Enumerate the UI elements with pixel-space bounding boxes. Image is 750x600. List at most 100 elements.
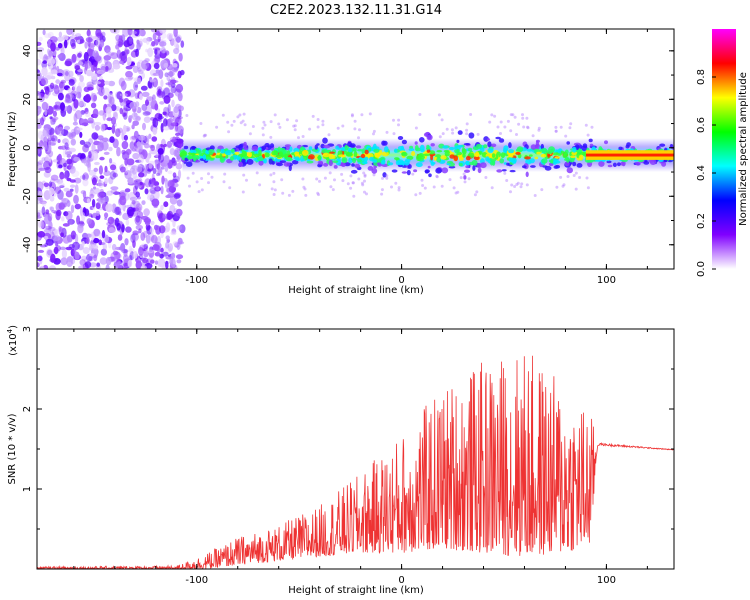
heatmap-signal-cell [241,158,246,163]
heatmap-signal-cell [426,134,433,141]
heatmap-noise-cell [116,261,123,269]
heatmap-noise-cell [50,82,55,90]
heatmap-signal-cell [276,162,283,167]
heatmap-noise-cell [96,69,105,75]
heatmap-faint-cell [585,176,589,180]
heatmap-signal-cell [433,156,438,161]
heatmap-signal-cell [323,163,329,167]
heatmap-signal-cell [394,148,398,153]
heatmap-noise-cell [138,246,144,256]
heatmap-faint-cell [316,118,320,121]
heatmap-noise-cell [90,64,95,72]
heatmap-signal-cell [604,140,608,145]
heatmap-signal-cell [426,149,431,153]
heatmap-noise-cell [125,226,132,233]
heatmap-noise-cell [73,99,79,109]
heatmap-signal-cell [400,160,405,164]
heatmap-signal-cell [579,151,587,156]
heatmap-faint-cell [559,175,563,179]
heatmap-signal-cell [566,141,570,145]
heatmap-noise-cell [175,254,184,260]
heatmap-faint-cell [241,190,245,194]
heatmap-noise-cell [142,111,151,116]
heatmap-noise-cell [106,126,113,131]
y-tick-label: 0 [22,145,33,151]
heatmap-noise-cell [45,238,54,246]
heatmap-noise-cell [66,256,74,263]
heatmap-noise-cell [127,259,133,268]
heatmap-noise-cell [95,38,101,48]
heatmap-noise-cell [164,72,169,78]
heatmap-signal-cell [501,169,507,172]
heatmap-noise-cell [149,227,155,234]
heatmap-noise-cell [85,69,94,77]
heatmap-noise-cell [107,67,115,73]
heatmap-faint-cell [329,185,333,189]
heatmap-noise-cell [83,51,89,62]
heatmap-faint-cell [463,180,467,184]
heatmap-noise-cell [55,46,60,51]
heatmap-signal-cell [444,150,451,157]
heatmap-signal-cell [401,139,407,145]
heatmap-noise-cell [153,181,160,187]
heatmap-signal-cell [377,162,381,166]
heatmap-noise-cell [121,224,125,233]
heatmap-noise-cell [138,154,144,164]
heatmap-faint-cell [392,118,395,122]
heatmap-noise-cell [41,66,48,77]
heatmap-noise-cell [145,48,149,53]
heatmap-faint-cell [445,127,449,131]
heatmap-faint-cell [362,171,366,175]
heatmap-noise-cell [154,190,160,201]
heatmap-noise-cell [157,148,164,155]
heatmap-noise-cell [162,213,168,219]
heatmap-signal-cell [643,161,650,165]
heatmap-faint-cell [226,120,230,124]
heatmap-signal-cell [571,151,578,156]
heatmap-signal-cell [586,159,594,163]
heatmap-faint-cell [562,183,566,187]
heatmap-signal-cell [578,154,584,161]
heatmap-noise-cell [119,60,124,65]
heatmap-signal-cell [302,149,309,156]
heatmap-faint-cell [511,113,515,117]
heatmap-signal-cell [589,143,594,147]
heatmap-faint-cell [385,176,389,180]
heatmap-noise-cell [114,190,118,196]
heatmap-signal-cell [635,161,641,166]
heatmap-faint-cell [230,123,234,127]
heatmap-noise-cell [76,57,81,61]
heatmap-noise-cell [124,262,128,267]
heatmap-faint-cell [316,125,320,129]
heatmap-noise-cell [124,188,131,193]
heatmap-noise-cell [152,94,156,102]
colorbar-label: Normalized spectral amplitude [738,72,749,226]
heatmap-noise-cell [99,39,105,48]
heatmap-noise-cell [37,198,40,205]
heatmap-noise-cell [170,80,179,83]
heatmap-noise-cell [175,138,184,149]
heatmap-noise-cell [165,194,172,199]
heatmap-signal-cell [186,156,194,159]
heatmap-noise-cell [135,215,141,223]
heatmap-signal-cell [352,148,357,152]
heatmap-faint-cell [301,135,305,138]
heatmap-faint-cell [397,118,401,122]
heatmap-noise-cell [162,126,170,131]
heatmap-signal-cell [528,154,533,157]
heatmap-faint-cell [456,190,460,194]
heatmap-signal-cell [522,165,527,169]
heatmap-noise-cell [160,185,164,195]
heatmap-noise-cell [90,92,98,103]
heatmap-noise-cell [112,63,121,70]
heatmap-noise-cell [56,36,64,42]
heatmap-noise-cell [152,117,159,128]
heatmap-noise-cell [130,210,139,217]
heatmap-noise-cell [111,124,116,134]
heatmap-signal-cell [248,152,253,158]
heatmap-noise-cell [160,166,165,170]
heatmap-faint-cell [525,183,529,187]
heatmap-noise-cell [64,60,72,67]
heatmap-noise-cell [64,98,72,104]
heatmap-signal-cell [348,147,353,153]
